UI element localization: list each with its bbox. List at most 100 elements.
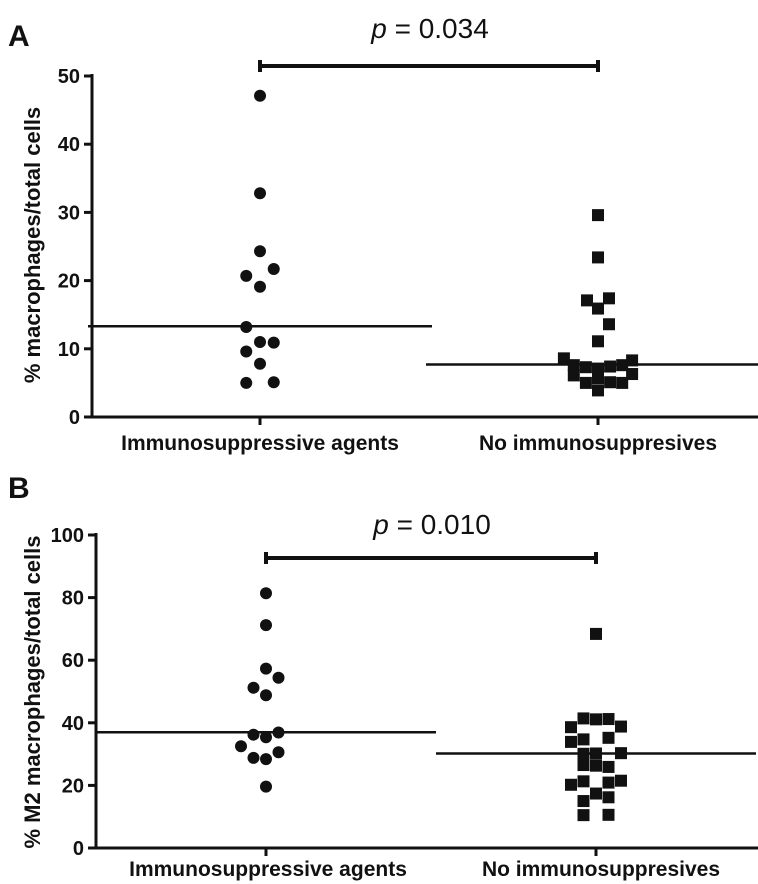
data-point-a-1-7 — [557, 352, 570, 365]
data-point-a-1-1 — [592, 251, 604, 264]
data-point-b-0-0 — [260, 587, 272, 600]
y-tick-label-b-80: 80 — [62, 588, 84, 610]
data-point-b-1-18 — [615, 774, 627, 787]
data-point-b-1-13 — [590, 759, 602, 772]
data-point-a-1-17 — [616, 359, 629, 372]
data-point-a-1-18 — [616, 376, 629, 389]
data-point-a-1-16 — [604, 376, 617, 389]
data-point-b-1-16 — [577, 775, 590, 788]
data-point-b-1-5 — [615, 720, 627, 733]
data-point-b-0-11 — [260, 753, 272, 766]
data-point-b-1-9 — [577, 747, 590, 760]
data-point-b-0-7 — [247, 728, 260, 741]
y-tick-label-a-10: 10 — [58, 339, 80, 361]
y-tick-label-a-0: 0 — [69, 407, 80, 429]
y-tick-label-b-40: 40 — [62, 713, 84, 735]
y-axis-label-a: % macrophages/total cells — [20, 107, 45, 383]
data-point-b-0-5 — [260, 689, 272, 702]
data-point-b-0-10 — [247, 751, 260, 764]
data-point-a-0-5 — [254, 280, 266, 293]
panel-letter-a: A — [8, 20, 30, 53]
data-point-b-1-10 — [590, 747, 602, 760]
data-point-b-0-3 — [247, 681, 260, 694]
data-point-a-1-9 — [567, 369, 580, 382]
data-point-a-1-2 — [581, 294, 593, 307]
data-point-b-0-9 — [235, 740, 247, 753]
y-tick-label-a-20: 20 — [58, 271, 80, 293]
data-point-b-1-1 — [565, 721, 577, 734]
data-point-b-1-17 — [602, 776, 615, 789]
data-point-b-0-4 — [272, 671, 285, 684]
panel-b: B % M2 macrophages/total cells p = 0.010… — [8, 472, 758, 881]
significance-bracket-a — [258, 60, 600, 72]
y-tick-label-a-50: 50 — [58, 66, 80, 88]
data-point-a-1-10 — [579, 361, 592, 374]
data-point-b-0-6 — [272, 726, 285, 739]
data-point-a-1-11 — [579, 376, 592, 389]
x-category-label-b-1: No immunosuppresives — [482, 858, 720, 881]
data-point-b-1-21 — [602, 791, 615, 804]
data-point-a-0-2 — [240, 269, 253, 282]
x-category-label-a-0: Immunosuppressive agents — [121, 432, 399, 455]
p-value-label-a: p = 0.034 — [370, 13, 489, 44]
x-category-label-a-1: No immunosuppresives — [479, 432, 717, 455]
data-point-a-0-9 — [267, 336, 280, 349]
data-point-b-1-19 — [577, 795, 590, 808]
data-point-a-0-12 — [267, 376, 280, 389]
data-point-b-1-15 — [565, 778, 577, 791]
data-point-b-1-3 — [590, 713, 602, 726]
data-point-b-1-14 — [602, 760, 615, 773]
data-point-b-1-7 — [577, 733, 590, 746]
data-point-a-1-4 — [592, 302, 604, 315]
data-point-a-1-5 — [603, 318, 615, 331]
y-axis-label-b: % M2 macrophages/total cells — [20, 536, 45, 849]
data-point-b-1-12 — [577, 759, 590, 772]
panel-letter-b: B — [8, 472, 30, 505]
data-point-a-1-15 — [604, 360, 617, 373]
data-point-b-1-2 — [577, 712, 590, 725]
data-point-a-0-4 — [267, 263, 280, 276]
data-point-a-1-13 — [592, 372, 604, 385]
data-point-a-0-0 — [254, 89, 266, 102]
data-point-b-0-13 — [260, 780, 272, 793]
data-point-a-0-3 — [254, 245, 266, 258]
data-point-a-0-1 — [254, 187, 266, 200]
data-point-b-1-11 — [615, 747, 627, 760]
x-category-label-b-0: Immunosuppressive agents — [129, 858, 407, 881]
p-value-b: = 0.010 — [389, 509, 491, 540]
data-point-a-0-10 — [254, 357, 266, 370]
data-point-b-1-6 — [565, 735, 577, 748]
data-point-a-1-3 — [603, 292, 615, 305]
data-point-b-1-20 — [590, 787, 602, 800]
significance-bracket-b — [264, 552, 598, 564]
data-point-a-1-6 — [592, 335, 604, 348]
data-point-a-1-8 — [567, 359, 580, 372]
plot-area-a: 0 10 20 30 40 50 — [58, 60, 758, 429]
y-tick-label-b-20: 20 — [62, 775, 84, 797]
y-tick-label-b-60: 60 — [62, 650, 84, 672]
data-point-b-0-12 — [272, 746, 285, 759]
data-point-a-1-14 — [592, 384, 604, 397]
data-point-b-0-8 — [260, 731, 272, 744]
data-point-b-1-0 — [590, 627, 602, 640]
y-tick-label-a-40: 40 — [58, 134, 80, 156]
y-tick-label-b-100: 100 — [51, 525, 84, 547]
data-point-a-0-8 — [254, 335, 266, 348]
y-tick-label-a-30: 30 — [58, 202, 80, 224]
panel-a: A % macrophages/total cells p = 0.034 0 1… — [8, 13, 758, 455]
data-point-a-0-7 — [240, 345, 253, 358]
p-value-label-b: p = 0.010 — [372, 509, 491, 540]
data-point-b-1-4 — [602, 713, 615, 726]
p-value-a: = 0.034 — [387, 13, 489, 44]
data-point-a-1-20 — [626, 368, 639, 381]
data-point-b-1-22 — [577, 809, 590, 822]
y-tick-label-b-0: 0 — [73, 838, 84, 860]
data-point-b-1-8 — [602, 731, 615, 744]
p-symbol-b: p — [372, 509, 389, 540]
data-point-a-0-6 — [240, 320, 253, 333]
data-point-a-1-12 — [592, 362, 604, 375]
data-point-b-0-2 — [260, 662, 272, 675]
data-point-b-1-23 — [602, 808, 615, 821]
data-point-b-0-1 — [260, 619, 272, 632]
